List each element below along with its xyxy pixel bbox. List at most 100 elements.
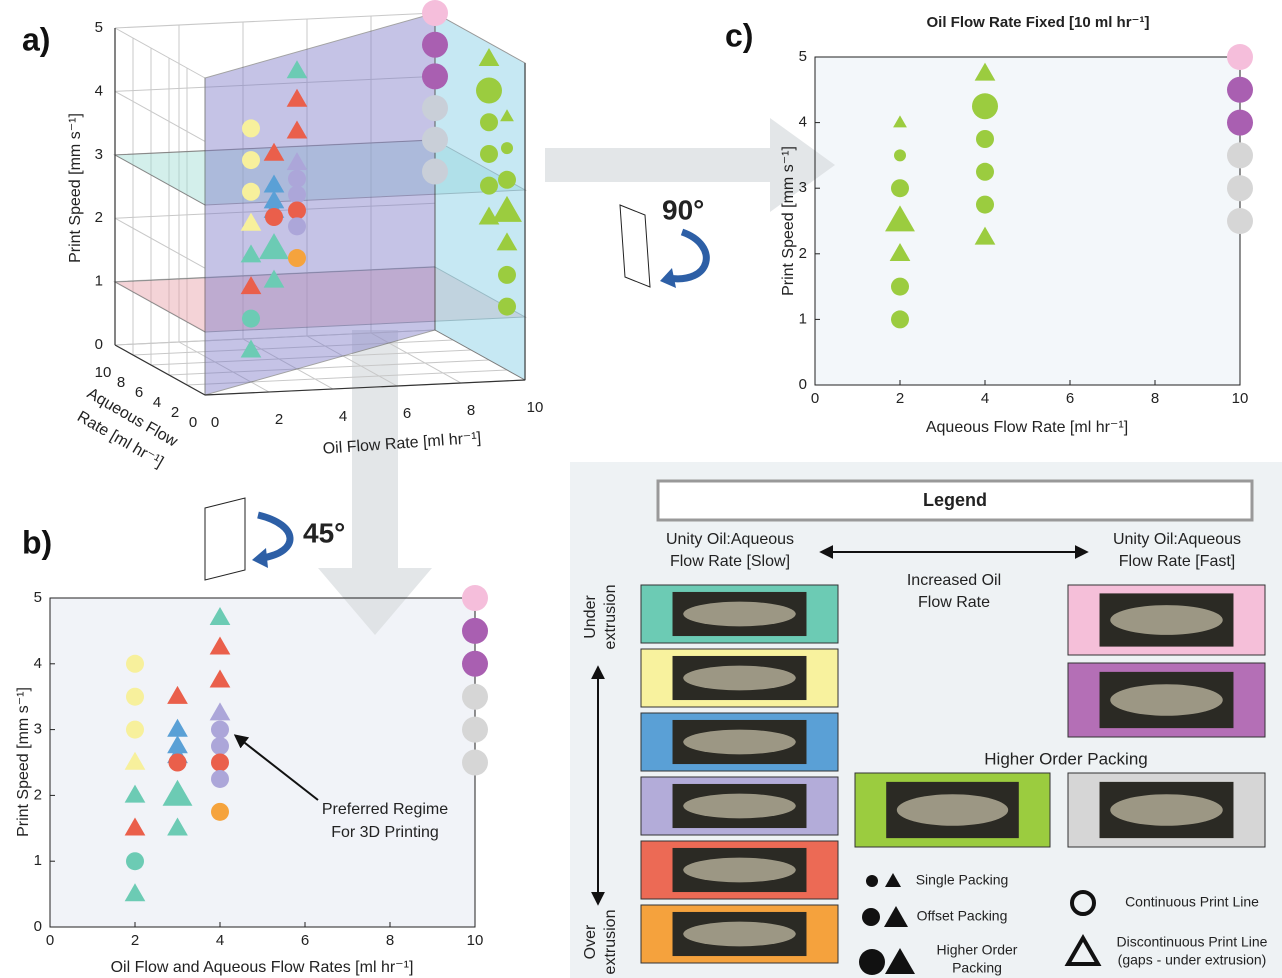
x-tick-label: 8: [1151, 390, 1159, 407]
point: [1227, 208, 1253, 234]
icon: [866, 875, 878, 887]
legend-text: Higher Order: [937, 942, 1018, 958]
point: [480, 145, 498, 163]
point: [1227, 44, 1253, 70]
point: [288, 217, 306, 235]
point: [288, 186, 306, 204]
point: [894, 149, 906, 161]
x-tick-label: 2: [275, 411, 283, 428]
point: [480, 113, 498, 131]
photo-detail: [683, 666, 796, 691]
legend-text: Higher Order Packing: [984, 749, 1147, 768]
x-tick-label: 6: [1066, 390, 1074, 407]
plot-bg: [815, 57, 1240, 385]
x-tick-label: 4: [981, 390, 989, 407]
panel-label: b): [22, 524, 52, 560]
annotation: Preferred Regime: [322, 801, 448, 818]
y-tick-label: 2: [34, 786, 42, 803]
z-tick-label: 6: [135, 384, 143, 401]
point: [242, 183, 260, 201]
legend-text: Discontinuous Print Line: [1117, 934, 1268, 950]
legend-text: Single Packing: [916, 872, 1009, 888]
point: [498, 266, 516, 284]
y-axis-label: Print Speed [mm s⁻¹]: [15, 687, 32, 837]
point: [126, 688, 144, 706]
x-tick-label: 8: [467, 402, 475, 419]
point: [422, 159, 448, 185]
point: [211, 721, 229, 739]
point: [462, 717, 488, 743]
plane-icon: [205, 498, 245, 580]
legend-text: extrusion: [602, 585, 619, 650]
photo-detail: [897, 794, 1008, 825]
legend-text: (gaps - under extrusion): [1118, 952, 1267, 968]
x-tick-label: 6: [403, 405, 411, 422]
legend-text: Packing: [952, 960, 1002, 976]
y-axis-label: Print Speed [mm s⁻¹]: [780, 146, 797, 296]
z-tick-label: 8: [117, 374, 125, 391]
y-tick-label: 1: [799, 310, 807, 327]
plane: [435, 13, 525, 380]
figure: 90° 45° Legend Unity Oil:Aqueous Flow Ra…: [0, 0, 1282, 978]
legend-text: extrusion: [602, 910, 619, 975]
point: [126, 852, 144, 870]
y-tick-label: 2: [799, 245, 807, 262]
y-tick-label: 4: [95, 82, 103, 99]
chart-title: Oil Flow Rate Fixed [10 ml hr⁻¹]: [927, 14, 1150, 31]
photo-detail: [1110, 684, 1223, 715]
rotation-label: 90°: [662, 194, 704, 225]
legend-text: Unity Oil:Aqueous: [666, 531, 794, 548]
point: [462, 750, 488, 776]
photo-detail: [683, 858, 796, 883]
y-tick-label: 3: [799, 179, 807, 196]
point: [1227, 175, 1253, 201]
x-tick-label: 0: [811, 390, 819, 407]
photo-detail: [1110, 605, 1223, 635]
y-tick-label: 5: [34, 589, 42, 606]
x-tick-label: 0: [211, 414, 219, 431]
point: [211, 754, 229, 772]
legend-text: Over: [582, 924, 599, 959]
point: [288, 249, 306, 267]
x-tick-label: 2: [896, 390, 904, 407]
point: [211, 770, 229, 788]
point: [976, 196, 994, 214]
legend-text: Under: [582, 595, 599, 639]
planes: [115, 13, 525, 395]
point: [422, 95, 448, 121]
point: [1227, 142, 1253, 168]
point: [462, 651, 488, 677]
point: [288, 202, 306, 220]
point: [242, 151, 260, 169]
panel-label: a): [22, 21, 50, 57]
legend-text: Flow Rate [Fast]: [1119, 553, 1235, 570]
x-tick-label: 10: [467, 932, 484, 949]
point: [265, 208, 283, 226]
point: [126, 721, 144, 739]
x-tick-label: 8: [386, 932, 394, 949]
legend-text: Offset Packing: [917, 908, 1008, 924]
photo-detail: [683, 602, 796, 627]
point: [169, 754, 187, 772]
point: [480, 177, 498, 195]
point: [422, 32, 448, 58]
rotation-label: 45°: [303, 517, 345, 548]
icon: [859, 949, 885, 975]
photo-detail: [683, 730, 796, 755]
x-tick-label: 4: [216, 932, 224, 949]
y-tick-label: 3: [95, 146, 103, 163]
x-tick-label: 6: [301, 932, 309, 949]
point: [288, 170, 306, 188]
point: [462, 684, 488, 710]
point: [422, 0, 448, 26]
x-tick-label: 10: [527, 399, 544, 416]
y-tick-label: 2: [95, 209, 103, 226]
y-tick-label: 1: [34, 852, 42, 869]
x-tick-label: 10: [1232, 390, 1249, 407]
x-tick-label: 2: [131, 932, 139, 949]
grid-line: [115, 13, 435, 28]
point: [976, 130, 994, 148]
point: [501, 142, 513, 154]
photo-detail: [1110, 794, 1223, 825]
point: [498, 298, 516, 316]
